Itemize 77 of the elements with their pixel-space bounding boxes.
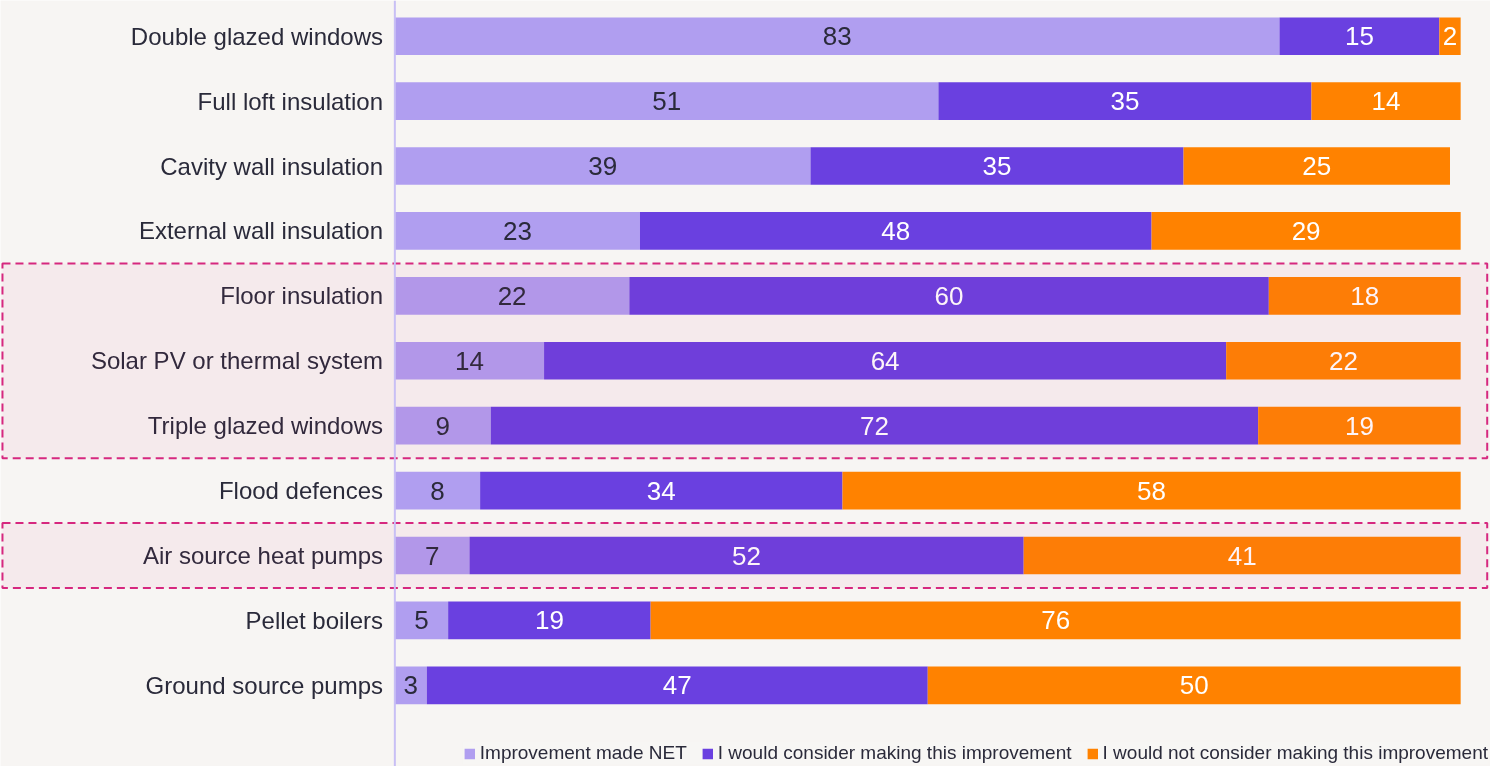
bar [469, 536, 1024, 575]
bar [394, 277, 630, 315]
bar [480, 471, 843, 510]
data-label: 35 [1110, 86, 1140, 117]
data-label: 60 [934, 280, 964, 311]
data-label: 9 [435, 410, 451, 441]
y-tick-label: Pellet boilers [245, 606, 384, 634]
data-label: 51 [652, 86, 682, 117]
bar [490, 406, 1259, 445]
data-label: 14 [455, 345, 484, 376]
data-label: 14 [1371, 86, 1401, 117]
data-label: 48 [881, 215, 911, 246]
data-label: 64 [870, 345, 900, 376]
y-tick-label: Ground source pumps [145, 671, 384, 699]
bar [1311, 82, 1461, 120]
bar [544, 341, 1227, 380]
data-label: 23 [502, 215, 532, 246]
legend-label: I would not consider making this improvement [1102, 742, 1488, 764]
bar [1151, 212, 1461, 250]
data-label: 15 [1344, 21, 1374, 52]
data-label: 34 [646, 475, 676, 506]
bar [1279, 17, 1440, 56]
bar [394, 212, 640, 250]
data-label: 29 [1291, 215, 1321, 246]
y-tick-label: Full loft insulation [197, 87, 384, 115]
data-label: 22 [497, 280, 527, 311]
bar [1258, 406, 1461, 445]
y-tick-label: Double glazed windows [130, 22, 384, 50]
y-tick-label: External wall insulation [138, 217, 384, 245]
data-label: 52 [732, 540, 762, 571]
bar [1268, 277, 1461, 315]
bar [1023, 536, 1461, 575]
bar [639, 212, 1152, 250]
bar [938, 82, 1312, 120]
y-tick-label: Triple glazed windows [147, 412, 384, 440]
data-label: 58 [1137, 475, 1167, 506]
data-label: 35 [982, 151, 1012, 182]
data-label: 2 [1442, 21, 1458, 52]
bar [842, 471, 1461, 510]
data-label: 19 [1344, 410, 1374, 441]
bar [394, 471, 481, 510]
bar [426, 666, 928, 705]
bar [448, 601, 651, 640]
y-tick-label: Air source heat pumps [142, 542, 384, 570]
data-label: 3 [403, 670, 419, 701]
bar [394, 17, 1280, 56]
bar [650, 601, 1461, 640]
data-label: 19 [534, 605, 564, 636]
data-label: 22 [1328, 345, 1358, 376]
bar [629, 277, 1269, 315]
data-label: 25 [1302, 151, 1332, 182]
bar [1183, 147, 1450, 185]
data-label: 41 [1227, 540, 1257, 571]
data-label: 39 [588, 151, 618, 182]
bar [394, 341, 545, 380]
data-label: 72 [860, 410, 889, 441]
bar [394, 406, 491, 445]
bar [394, 536, 470, 575]
bar [927, 666, 1461, 705]
bar [394, 82, 939, 120]
data-label: 83 [822, 21, 852, 52]
data-label: 50 [1179, 670, 1209, 701]
data-label: 47 [662, 670, 692, 701]
data-label: 18 [1350, 280, 1380, 311]
data-label: 76 [1041, 605, 1071, 636]
bar [394, 147, 811, 185]
data-label: 7 [424, 540, 440, 571]
y-tick-label: Floor insulation [220, 282, 384, 310]
y-tick-label: Solar PV or thermal system [90, 347, 384, 375]
bar [810, 147, 1184, 185]
data-label: 8 [430, 475, 445, 506]
y-tick-label: Cavity wall insulation [160, 152, 384, 180]
legend-label: I would consider making this improvement [717, 742, 1072, 764]
bar [1226, 341, 1461, 380]
legend-label: Improvement made NET [479, 742, 687, 764]
data-label: 5 [414, 605, 429, 636]
y-tick-label: Flood defences [218, 477, 384, 505]
